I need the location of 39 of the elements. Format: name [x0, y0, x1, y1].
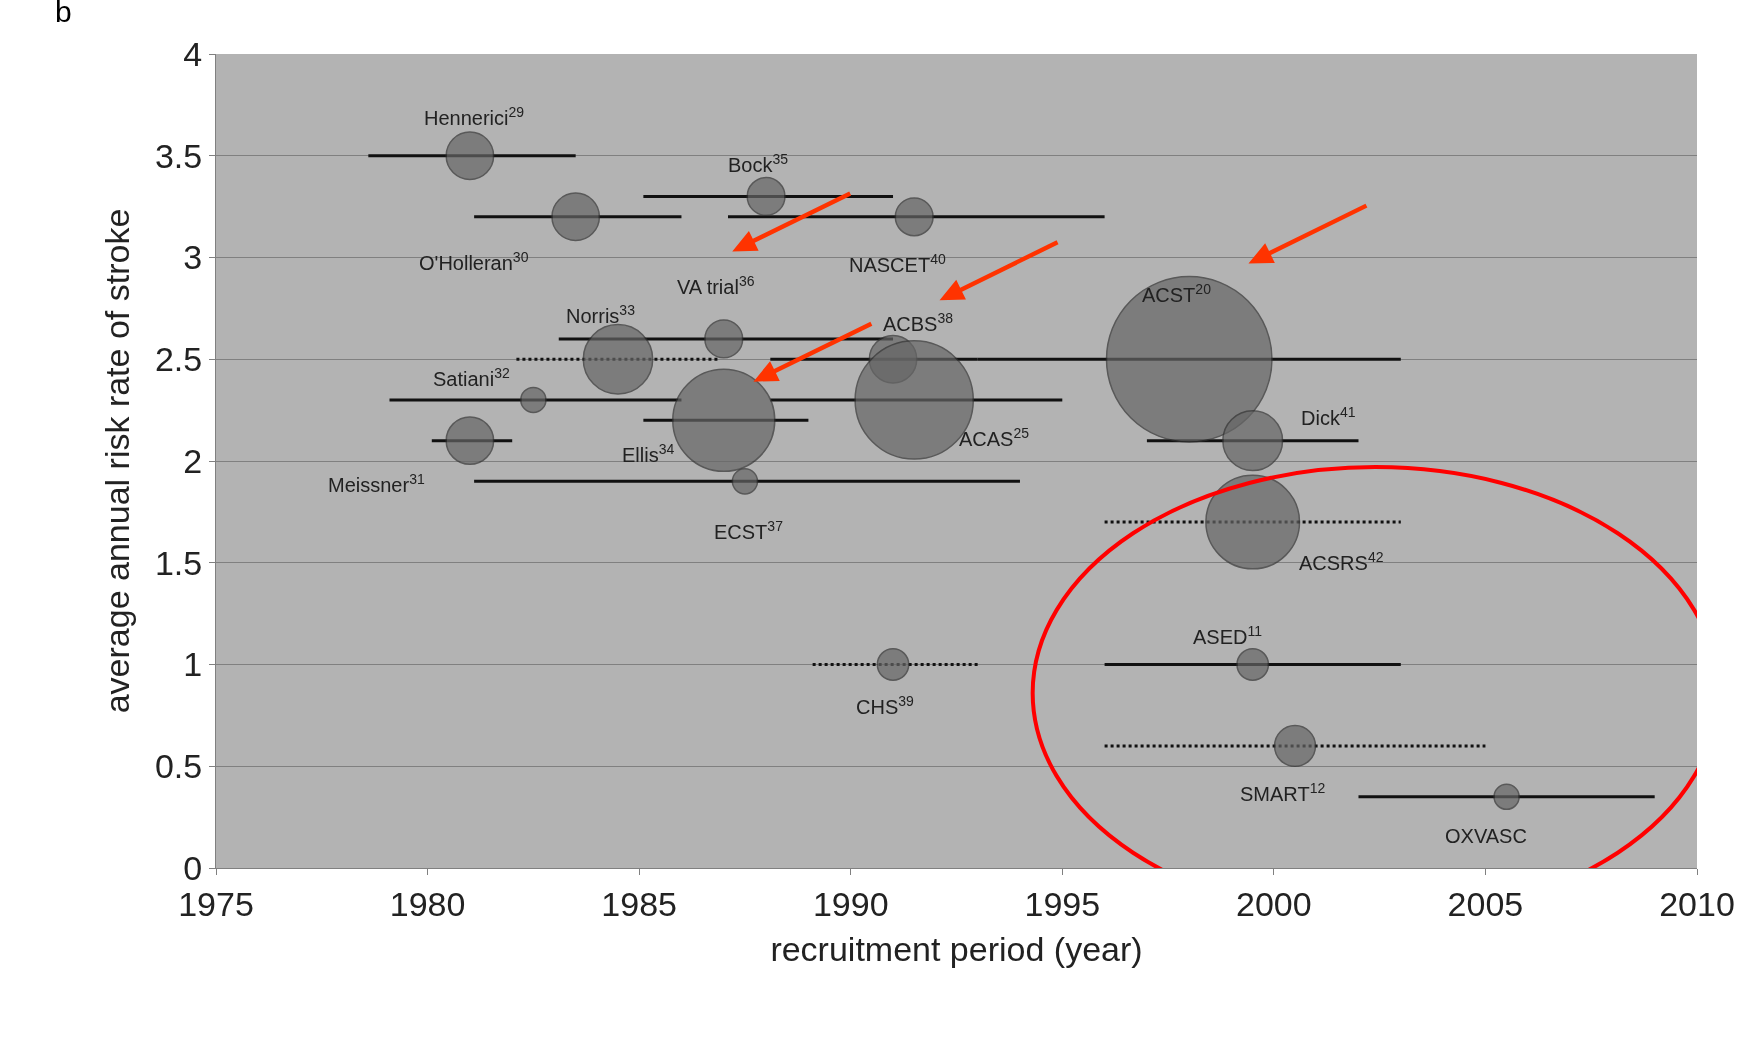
y-tick-label: 2 [183, 441, 203, 480]
x-tick-label: 2005 [1447, 884, 1524, 923]
y-tick-label: 0 [183, 848, 203, 887]
y-tick-label: 4 [183, 34, 203, 73]
annotation: Norris$^{33}$ [566, 302, 636, 328]
x-tick-label: 2010 [1659, 884, 1735, 923]
x-axis-title: recruitment period (year) [770, 930, 1143, 969]
y-axis-title: average annual risk rate of stroke [97, 208, 136, 714]
text: b [55, 0, 72, 28]
annotation: ASED$^{11}$ [1193, 623, 1263, 649]
y-tick-label: 1.5 [154, 543, 203, 582]
annotation: Hennerici$^{29}$ [424, 104, 525, 130]
y-tick-label: 2.5 [154, 340, 203, 379]
y-tick-label: 0.5 [154, 747, 203, 786]
y-tick-label: 1 [183, 645, 203, 684]
annotation: Dick$^{41}$ [1301, 404, 1356, 430]
x-tick-label: 1990 [812, 884, 889, 923]
annotation: VA trial$^{36}$ [677, 273, 755, 299]
annotation: OXVASC [1445, 825, 1527, 847]
annotation: Ellis$^{34}$ [622, 441, 675, 467]
annotation: ACAS$^{25}$ [959, 425, 1030, 451]
annotation: O'Holleran$^{30}$ [419, 249, 529, 275]
annotation: NASCET$^{40}$ [849, 251, 946, 277]
annotation: ACST$^{20}$ [1142, 281, 1212, 307]
x-tick-label: 1975 [178, 884, 254, 923]
annotation: CHS$^{39}$ [856, 693, 915, 719]
y-tick-label: 3 [183, 238, 203, 277]
annotation: SMART$^{12}$ [1240, 780, 1326, 806]
annotation: ACSRS$^{42}$ [1299, 549, 1384, 575]
annotation: Meissner$^{31}$ [328, 471, 425, 497]
annotation: ECST$^{37}$ [714, 518, 784, 544]
annotation: ACBS$^{38}$ [883, 310, 954, 336]
annotation: Bock$^{35}$ [728, 151, 789, 177]
annotation: Satiani$^{32}$ [433, 365, 510, 391]
x-tick-label: 1980 [389, 884, 466, 923]
x-tick-label: 1985 [601, 884, 677, 923]
x-tick-label: 2000 [1236, 884, 1312, 923]
x-tick-label: 1995 [1024, 884, 1101, 923]
y-tick-label: 3.5 [154, 136, 203, 175]
